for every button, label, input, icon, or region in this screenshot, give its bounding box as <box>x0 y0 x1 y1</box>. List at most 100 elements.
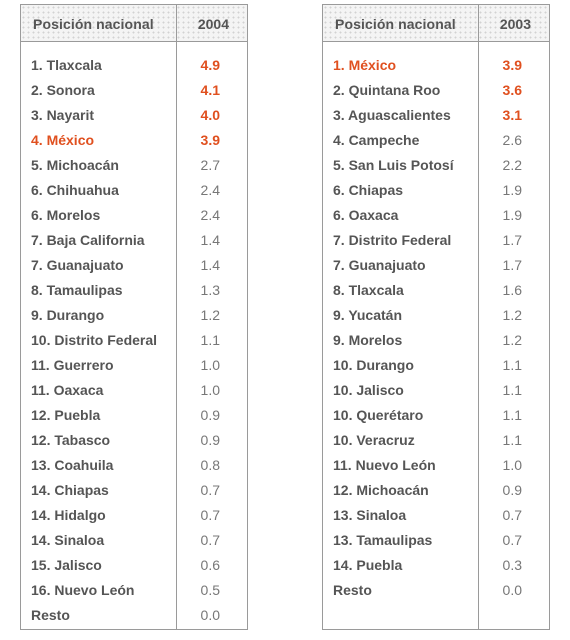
row-state-name: 12. Tabasco <box>31 432 111 448</box>
table-row: 6. Morelos 2.4 <box>21 203 247 228</box>
table-row: 7. Baja California 1.4 <box>21 228 247 253</box>
row-value: 0.8 <box>200 457 220 473</box>
table-row: 13. Sinaloa 0.7 <box>323 503 549 528</box>
row-value: 1.9 <box>502 207 522 223</box>
table-row: 4. México 3.9 <box>21 128 247 153</box>
row-value: 0.5 <box>200 582 220 598</box>
row-value: 1.4 <box>200 232 220 248</box>
row-value: 1.1 <box>502 407 522 423</box>
table-row: 10. Distrito Federal 1.1 <box>21 328 247 353</box>
row-value: 1.3 <box>200 282 220 298</box>
row-state-name: 9. Yucatán <box>333 307 403 323</box>
table-row: 5. San Luis Potosí 2.2 <box>323 153 549 178</box>
row-state-name: 10. Distrito Federal <box>31 332 158 348</box>
row-state-name: 7. Distrito Federal <box>333 232 452 248</box>
row-state-name: 1. Tlaxcala <box>31 57 102 73</box>
table-row: 1. México 3.9 <box>323 53 549 78</box>
header-label: Posición nacional <box>335 16 456 32</box>
row-state-name: Resto <box>31 607 70 623</box>
row-value: 1.7 <box>502 232 522 248</box>
row-value: 0.7 <box>502 532 522 548</box>
row-state-name: 13. Coahuila <box>31 457 114 473</box>
row-value: 3.1 <box>502 107 522 123</box>
row-value: 1.4 <box>200 257 220 273</box>
row-value: 0.0 <box>200 607 220 623</box>
row-state-name: 4. México <box>31 132 95 148</box>
table-row: 14. Sinaloa 0.7 <box>21 528 247 553</box>
row-state-name: 2. Quintana Roo <box>333 82 441 98</box>
table-row: 11. Oaxaca 1.0 <box>21 378 247 403</box>
table-row: 11. Nuevo León 1.0 <box>323 453 549 478</box>
row-state-name: 14. Sinaloa <box>31 532 105 548</box>
table-row: 6. Chihuahua 2.4 <box>21 178 247 203</box>
row-state-name: 10. Jalisco <box>333 382 404 398</box>
table-row: 14. Chiapas 0.7 <box>21 478 247 503</box>
table-row: 6. Chiapas 1.9 <box>323 178 549 203</box>
table-row: 3. Aguascalientes 3.1 <box>323 103 549 128</box>
row-value: 1.2 <box>200 307 220 323</box>
row-value: 4.0 <box>200 107 220 123</box>
table-row: 4. Campeche 2.6 <box>323 128 549 153</box>
row-state-name: 10. Durango <box>333 357 414 373</box>
row-value: 1.2 <box>502 332 522 348</box>
row-state-name: 9. Durango <box>31 307 105 323</box>
row-value: 0.7 <box>200 507 220 523</box>
row-value: 2.4 <box>200 182 220 198</box>
table-header: Posición nacional 2003 <box>323 5 549 42</box>
row-state-name: 16. Nuevo León <box>31 582 135 598</box>
column-divider <box>478 5 479 629</box>
row-value: 0.7 <box>200 532 220 548</box>
row-state-name: 8. Tamaulipas <box>31 282 123 298</box>
table-row: Resto 0.0 <box>323 578 549 603</box>
table-header: Posición nacional 2004 <box>21 5 247 42</box>
table-row: 14. Puebla 0.3 <box>323 553 549 578</box>
row-value: 4.9 <box>200 57 220 73</box>
table-row: 6. Oaxaca 1.9 <box>323 203 549 228</box>
row-state-name: 6. Chihuahua <box>31 182 119 198</box>
row-state-name: 6. Morelos <box>31 207 101 223</box>
table-rows: 1. Tlaxcala 4.9 2. Sonora 4.1 3. Nayarit 4.0 4… <box>21 53 247 628</box>
table-rows: 1. México 3.9 2. Quintana Roo 3.6 3. Aguasca… <box>323 53 549 603</box>
table-row: 10. Veracruz 1.1 <box>323 428 549 453</box>
row-value: 0.9 <box>200 432 220 448</box>
table-row: 7. Distrito Federal 1.7 <box>323 228 549 253</box>
table-row: 8. Tamaulipas 1.3 <box>21 278 247 303</box>
table-row: 12. Michoacán 0.9 <box>323 478 549 503</box>
row-state-name: 7. Guanajuato <box>333 257 426 273</box>
row-state-name: 7. Guanajuato <box>31 257 124 273</box>
table-row: 10. Durango 1.1 <box>323 353 549 378</box>
table-row: 12. Puebla 0.9 <box>21 403 247 428</box>
row-value: 1.2 <box>502 307 522 323</box>
table-row: Resto 0.0 <box>21 603 247 628</box>
row-state-name: 2. Sonora <box>31 82 95 98</box>
table-row: 15. Jalisco 0.6 <box>21 553 247 578</box>
row-value: 0.9 <box>200 407 220 423</box>
row-state-name: 15. Jalisco <box>31 557 102 573</box>
row-state-name: 6. Oaxaca <box>333 207 399 223</box>
row-value: 1.1 <box>200 332 220 348</box>
table-row: 1. Tlaxcala 4.9 <box>21 53 247 78</box>
row-state-name: 5. Michoacán <box>31 157 119 173</box>
row-state-name: Resto <box>333 582 372 598</box>
row-value: 0.0 <box>502 582 522 598</box>
row-value: 2.7 <box>200 157 220 173</box>
row-value: 1.9 <box>502 182 522 198</box>
row-state-name: 4. Campeche <box>333 132 420 148</box>
row-state-name: 11. Nuevo León <box>333 457 436 473</box>
table-row: 10. Querétaro 1.1 <box>323 403 549 428</box>
row-state-name: 3. Nayarit <box>31 107 95 123</box>
row-state-name: 5. San Luis Potosí <box>333 157 454 173</box>
row-value: 1.0 <box>200 382 220 398</box>
column-divider <box>176 5 177 629</box>
row-state-name: 11. Guerrero <box>31 357 114 373</box>
row-state-name: 14. Puebla <box>333 557 403 573</box>
row-state-name: 6. Chiapas <box>333 182 404 198</box>
table-row: 9. Morelos 1.2 <box>323 328 549 353</box>
header-label: Posición nacional <box>33 16 154 32</box>
row-value: 0.3 <box>502 557 522 573</box>
row-value: 1.1 <box>502 357 522 373</box>
table-row: 5. Michoacán 2.7 <box>21 153 247 178</box>
ranking-table-2003: Posición nacional 2003 1. México 3.9 2. Qu… <box>322 4 550 630</box>
row-state-name: 11. Oaxaca <box>31 382 104 398</box>
row-state-name: 9. Morelos <box>333 332 403 348</box>
